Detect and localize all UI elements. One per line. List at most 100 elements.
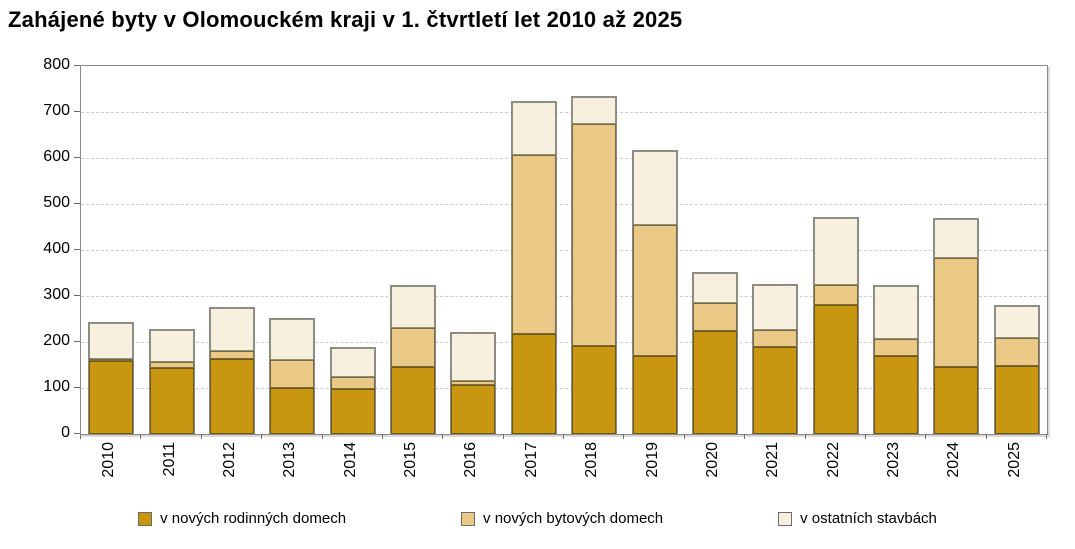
legend-item-bytove-domy: v nových bytových domech (461, 510, 663, 527)
x-tick-label-2020: 2020 (703, 442, 721, 478)
bar-2010 (89, 322, 134, 434)
gridline-300 (81, 296, 1047, 297)
x-tick-mark (1046, 434, 1047, 439)
x-tick-label-2019: 2019 (643, 442, 661, 478)
y-tick-mark (74, 433, 80, 434)
bar-2011-segment-1 (149, 362, 194, 368)
x-tick-mark (623, 434, 625, 439)
x-tick-mark (804, 434, 806, 439)
x-tick-label-2023: 2023 (885, 442, 903, 478)
legend-label: v nových bytových domech (483, 510, 664, 527)
legend-item-rodinne-domy: v nových rodinných domech (138, 510, 346, 527)
bar-2017 (511, 101, 556, 434)
y-tick-mark (74, 65, 80, 66)
bar-2022 (813, 217, 858, 434)
x-tick-label-2017: 2017 (522, 442, 540, 478)
bar-2023-segment-1 (874, 338, 919, 356)
bar-2020-segment-2 (692, 273, 737, 303)
x-tick-label-2024: 2024 (945, 442, 963, 478)
bar-2025-segment-0 (994, 365, 1039, 434)
bar-2024-segment-2 (934, 219, 979, 259)
gridline-500 (81, 204, 1047, 205)
bar-2022-segment-2 (813, 217, 858, 285)
bar-2024-segment-0 (934, 367, 979, 434)
bar-2014-segment-0 (330, 389, 375, 434)
legend-item-ostatni-stavby: v ostatních stavbách (778, 510, 937, 527)
bar-2017-segment-1 (511, 154, 556, 334)
legend-label: v nových rodinných domech (160, 510, 347, 527)
bar-2025-segment-1 (994, 338, 1039, 366)
bar-2019-segment-1 (632, 224, 677, 356)
y-tick-mark (74, 387, 80, 388)
y-tick-mark (74, 203, 80, 204)
x-tick-mark (563, 434, 564, 439)
bar-2012-segment-1 (209, 351, 254, 360)
bar-2022-segment-1 (813, 284, 858, 306)
x-tick-mark (925, 434, 927, 439)
bar-2021-segment-1 (753, 330, 798, 347)
bar-2011-segment-0 (149, 367, 194, 434)
x-tick-label-2010: 2010 (100, 442, 118, 478)
bar-2015-segment-2 (391, 285, 436, 329)
bar-2021-segment-2 (753, 285, 798, 331)
x-tick-mark (140, 434, 142, 439)
bar-2024 (934, 219, 979, 434)
bar-2014 (330, 347, 375, 434)
bar-2015-segment-1 (391, 328, 436, 368)
bar-2016 (451, 332, 496, 434)
bar-2024-segment-1 (934, 258, 979, 368)
x-tick-mark (502, 434, 504, 439)
bar-2021 (753, 285, 798, 434)
legend-label: v ostatních stavbách (800, 510, 937, 527)
bar-2025-segment-2 (994, 306, 1039, 339)
bar-2020 (692, 273, 737, 434)
bar-2020-segment-0 (692, 330, 737, 434)
bar-2013-segment-1 (270, 360, 315, 388)
y-tick-label-300: 300 (43, 286, 70, 303)
bar-2022-segment-0 (813, 305, 858, 434)
y-tick-mark (74, 295, 80, 296)
bar-2011 (149, 329, 194, 434)
bar-2016-segment-1 (451, 381, 496, 386)
bar-2016-segment-2 (451, 332, 496, 382)
bar-2013-segment-2 (270, 319, 315, 361)
x-tick-mark (80, 434, 81, 439)
y-tick-label-600: 600 (43, 148, 70, 165)
bar-2021-segment-0 (753, 346, 798, 434)
y-tick-mark (74, 157, 80, 158)
x-tick-label-2022: 2022 (824, 442, 842, 478)
x-tick-label-2025: 2025 (1005, 442, 1023, 478)
bar-2018 (572, 97, 617, 434)
y-tick-label-800: 800 (43, 56, 70, 73)
y-tick-mark (74, 249, 80, 250)
x-tick-mark (985, 434, 987, 439)
bar-2018-segment-0 (572, 345, 617, 434)
bar-2018-segment-1 (572, 123, 617, 346)
x-tick-mark (744, 434, 746, 439)
chart-title: Zahájené byty v Olomouckém kraji v 1. čt… (8, 7, 683, 32)
y-tick-label-200: 200 (43, 332, 70, 349)
bar-2017-segment-2 (511, 101, 556, 155)
bar-2025 (994, 306, 1039, 434)
bar-2012-segment-0 (209, 359, 254, 434)
x-tick-label-2014: 2014 (341, 442, 359, 478)
x-tick-mark (442, 434, 444, 439)
plot-area (80, 65, 1048, 435)
bar-2011-segment-2 (149, 329, 194, 363)
x-tick-mark (381, 434, 383, 439)
x-tick-label-2018: 2018 (583, 442, 601, 478)
y-tick-label-700: 700 (43, 102, 70, 119)
x-tick-label-2012: 2012 (220, 442, 238, 478)
gridline-200 (81, 342, 1047, 343)
bar-2013-segment-0 (270, 388, 315, 434)
gridline-600 (81, 158, 1047, 159)
x-tick-label-2013: 2013 (281, 442, 299, 478)
bar-2012-segment-2 (209, 308, 254, 352)
bar-2019-segment-2 (632, 151, 677, 225)
bar-2023-segment-2 (874, 285, 919, 339)
bar-2014-segment-1 (330, 376, 375, 390)
bar-2015 (391, 285, 436, 434)
y-tick-label-500: 500 (43, 194, 70, 211)
bar-2010-segment-0 (89, 361, 134, 434)
y-tick-label-0: 0 (61, 424, 70, 441)
